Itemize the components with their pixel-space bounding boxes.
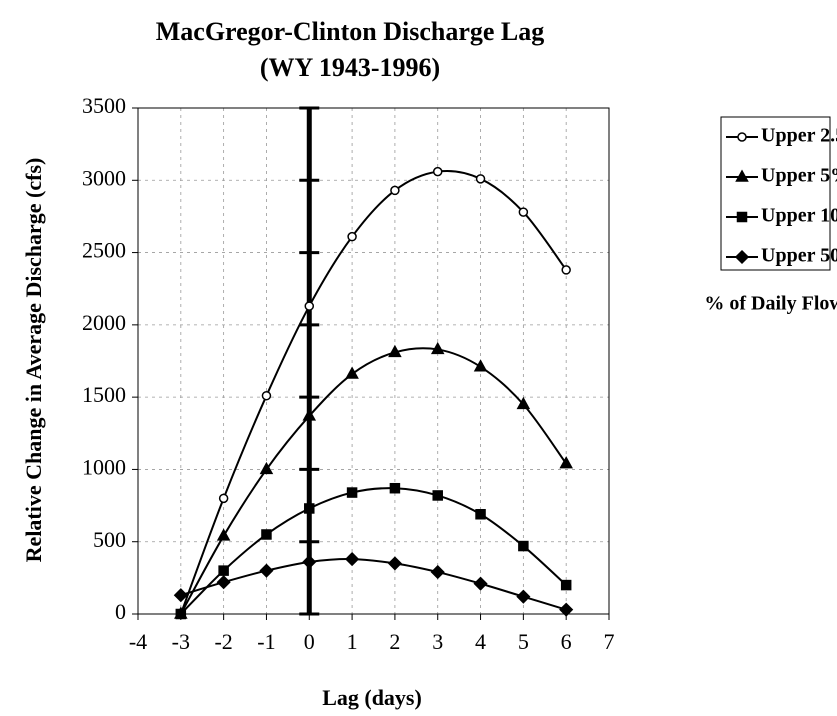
x-tick-label: 7 <box>604 629 615 654</box>
x-axis-label: Lag (days) <box>322 685 422 710</box>
marker <box>216 575 231 590</box>
marker <box>389 482 401 494</box>
marker <box>559 602 574 617</box>
legend-label: Upper 50% <box>761 245 837 267</box>
legend-label: Upper 2.5% <box>761 125 837 147</box>
x-tick-label: -4 <box>129 629 147 654</box>
marker <box>259 461 274 475</box>
marker <box>304 301 315 311</box>
series-line <box>180 558 567 611</box>
marker <box>173 588 188 603</box>
legend-title: % of Daily Flows <box>704 293 837 315</box>
marker <box>473 359 488 372</box>
marker <box>259 563 274 578</box>
marker <box>175 608 187 620</box>
marker <box>387 556 402 571</box>
x-tick-label: -1 <box>257 629 275 654</box>
marker <box>345 552 360 567</box>
marker <box>216 528 231 541</box>
legend-label: Upper 5% <box>761 165 837 187</box>
marker <box>261 529 272 540</box>
chart-subtitle: (WY 1943-1996) <box>260 53 440 82</box>
y-axis-label: Relative Change in Average Discharge (cf… <box>21 158 46 563</box>
marker <box>388 344 402 358</box>
x-tick-label: 0 <box>304 629 315 654</box>
marker <box>430 341 445 355</box>
marker <box>347 231 357 242</box>
marker <box>346 487 358 498</box>
series-line <box>180 487 567 615</box>
marker <box>345 366 359 379</box>
marker <box>473 576 488 591</box>
marker <box>516 396 531 410</box>
series-line <box>179 169 567 615</box>
x-tick-label: 4 <box>475 629 486 654</box>
y-tick-label: 500 <box>93 527 126 552</box>
x-tick-label: 6 <box>561 629 572 654</box>
x-tick-label: -2 <box>214 629 232 654</box>
marker <box>218 493 229 504</box>
x-tick-label: 5 <box>518 629 529 654</box>
legend-marker <box>736 211 748 223</box>
marker <box>432 166 443 177</box>
chart-title: MacGregor-Clinton Discharge Lag <box>156 17 545 46</box>
y-tick-label: 3500 <box>82 93 126 118</box>
y-tick-label: 1000 <box>82 454 126 479</box>
marker <box>302 554 317 570</box>
marker <box>261 390 272 401</box>
marker <box>518 540 529 552</box>
marker <box>304 503 315 514</box>
y-tick-label: 0 <box>115 599 126 624</box>
marker <box>560 579 572 591</box>
y-tick-label: 2500 <box>82 238 126 263</box>
y-tick-label: 2000 <box>82 310 126 335</box>
legend-marker <box>737 132 747 142</box>
marker <box>302 408 317 421</box>
legend-box <box>720 116 831 271</box>
marker <box>561 265 571 275</box>
legend-marker <box>735 169 749 182</box>
marker <box>516 589 531 604</box>
marker <box>475 174 486 184</box>
marker <box>432 490 443 501</box>
x-tick-label: -3 <box>172 629 190 654</box>
x-tick-label: 3 <box>432 629 443 654</box>
legend-label: Upper 10% <box>761 205 837 227</box>
marker <box>559 456 573 469</box>
x-tick-label: 2 <box>389 629 400 654</box>
legend-marker <box>734 249 750 265</box>
plot-frame <box>137 107 610 615</box>
marker <box>518 207 529 217</box>
marker <box>430 565 445 580</box>
series-line <box>179 347 567 615</box>
y-tick-label: 3000 <box>82 165 126 190</box>
x-tick-label: 1 <box>347 629 358 654</box>
marker <box>390 185 400 196</box>
marker <box>218 565 229 576</box>
y-tick-label: 1500 <box>82 382 126 407</box>
marker <box>475 508 486 520</box>
